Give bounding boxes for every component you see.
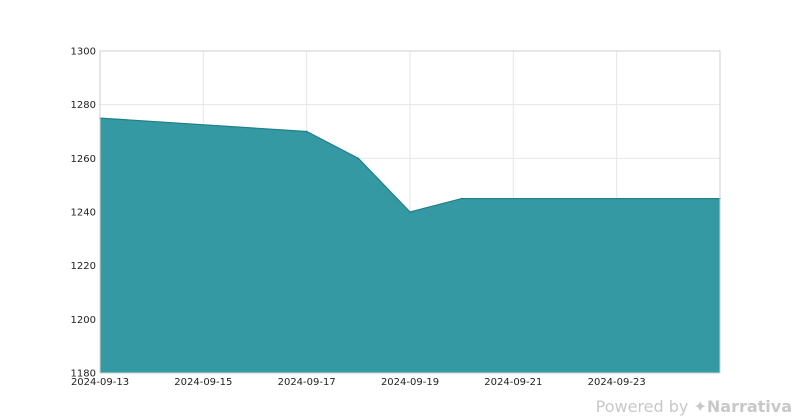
- y-tick-label: 1260: [71, 154, 96, 165]
- data-point: [409, 211, 411, 213]
- x-axis-ticks: 2024-09-13 2024-09-15 2024-09-17 2024-09-19…: [71, 377, 646, 388]
- series-area: [100, 118, 720, 373]
- series-line: [99, 117, 720, 213]
- data-point: [460, 197, 463, 200]
- y-tick-label: 1200: [71, 315, 96, 326]
- narrativa-logo-icon: ✦: [693, 397, 707, 416]
- plot-frame: [99, 50, 721, 374]
- x-tick-label: 2024-09-15: [174, 377, 232, 388]
- data-point: [357, 157, 360, 160]
- watermark-brand: Narrativa: [706, 397, 792, 416]
- y-axis-ticks: 1180 1200 1220 1240 1260 1280 1300: [71, 47, 96, 380]
- x-tick-label: 2024-09-23: [588, 377, 646, 388]
- data-point: [305, 130, 308, 133]
- x-tick-label: 2024-09-13: [71, 377, 129, 388]
- powered-by-watermark: Powered by ✦Narrativa: [596, 397, 792, 416]
- x-tick-label: 2024-09-17: [278, 377, 336, 388]
- x-tick-label: 2024-09-21: [484, 377, 542, 388]
- y-tick-label: 1220: [71, 261, 96, 272]
- y-tick-label: 1180: [71, 369, 96, 380]
- y-tick-label: 1300: [71, 47, 96, 58]
- y-tick-label: 1240: [71, 208, 96, 219]
- y-tick-label: 1280: [71, 100, 96, 111]
- watermark-prefix: Powered by: [595, 397, 689, 416]
- x-tick-label: 2024-09-19: [381, 377, 439, 388]
